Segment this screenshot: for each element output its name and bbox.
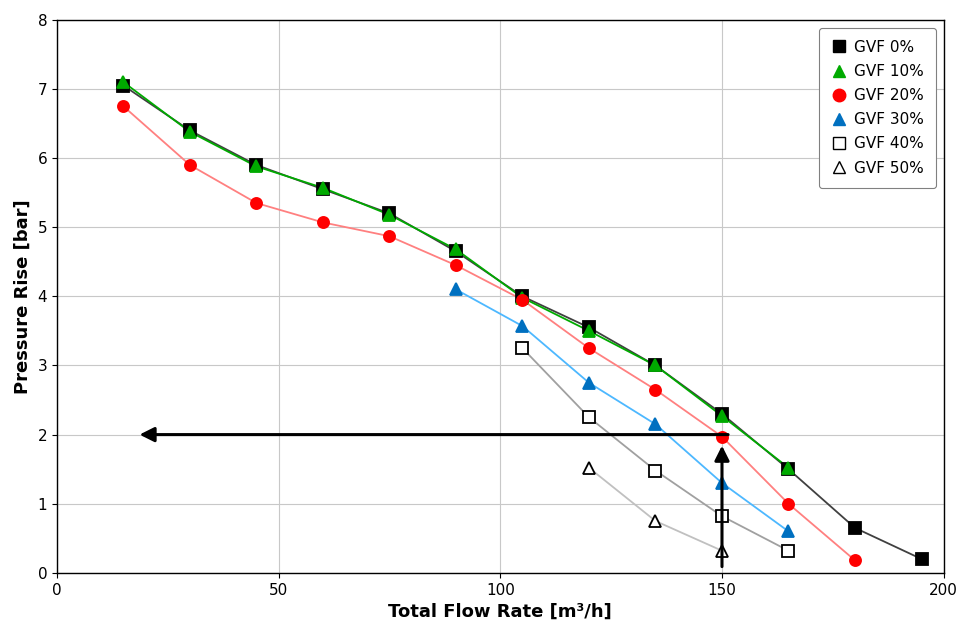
GVF 0% xyxy=(251,161,262,169)
GVF 10% xyxy=(716,412,728,420)
GVF 0% xyxy=(850,524,861,531)
GVF 20% xyxy=(184,161,195,169)
GVF 40% xyxy=(649,467,661,474)
GVF 10% xyxy=(517,294,529,302)
GVF 0% xyxy=(317,185,329,193)
GVF 0% xyxy=(916,555,927,563)
GVF 0% xyxy=(450,248,462,255)
Line: GVF 10%: GVF 10% xyxy=(118,77,794,473)
GVF 30% xyxy=(583,379,595,387)
GVF 0% xyxy=(184,126,195,134)
GVF 20% xyxy=(450,262,462,269)
GVF 40% xyxy=(782,547,794,554)
GVF 20% xyxy=(850,557,861,565)
Line: GVF 20%: GVF 20% xyxy=(118,101,860,566)
GVF 50% xyxy=(583,464,595,472)
GVF 10% xyxy=(782,464,794,472)
GVF 30% xyxy=(649,420,661,428)
Line: GVF 30%: GVF 30% xyxy=(450,284,794,537)
GVF 10% xyxy=(583,327,595,335)
GVF 20% xyxy=(317,218,329,226)
Legend: GVF 0%, GVF 10%, GVF 20%, GVF 30%, GVF 40%, GVF 50%: GVF 0%, GVF 10%, GVF 20%, GVF 30%, GVF 4… xyxy=(818,27,936,188)
GVF 40% xyxy=(716,512,728,520)
GVF 30% xyxy=(517,323,529,330)
GVF 30% xyxy=(450,286,462,293)
Line: GVF 40%: GVF 40% xyxy=(517,343,794,556)
GVF 20% xyxy=(583,344,595,352)
GVF 10% xyxy=(649,362,661,370)
GVF 10% xyxy=(118,78,129,86)
GVF 30% xyxy=(716,479,728,487)
Line: GVF 50%: GVF 50% xyxy=(583,462,727,556)
GVF 20% xyxy=(649,386,661,394)
GVF 10% xyxy=(184,128,195,136)
GVF 20% xyxy=(118,102,129,110)
X-axis label: Total Flow Rate [m³/h]: Total Flow Rate [m³/h] xyxy=(389,603,612,621)
GVF 20% xyxy=(716,433,728,441)
GVF 0% xyxy=(384,210,396,217)
GVF 20% xyxy=(782,500,794,507)
GVF 40% xyxy=(517,344,529,352)
Line: GVF 0%: GVF 0% xyxy=(118,80,927,565)
GVF 50% xyxy=(649,517,661,525)
GVF 20% xyxy=(517,296,529,304)
GVF 0% xyxy=(517,293,529,300)
GVF 0% xyxy=(118,82,129,90)
GVF 0% xyxy=(583,324,595,331)
GVF 10% xyxy=(450,246,462,253)
GVF 30% xyxy=(782,528,794,535)
GVF 20% xyxy=(251,199,262,207)
GVF 40% xyxy=(583,413,595,421)
GVF 20% xyxy=(384,232,396,240)
GVF 0% xyxy=(782,465,794,473)
GVF 10% xyxy=(317,184,329,192)
GVF 50% xyxy=(716,547,728,554)
GVF 10% xyxy=(384,211,396,218)
Y-axis label: Pressure Rise [bar]: Pressure Rise [bar] xyxy=(14,199,32,394)
GVF 0% xyxy=(649,362,661,370)
GVF 10% xyxy=(251,163,262,170)
GVF 0% xyxy=(716,410,728,418)
